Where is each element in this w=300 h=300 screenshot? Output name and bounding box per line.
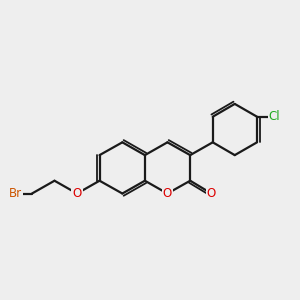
Text: Cl: Cl	[268, 110, 280, 123]
Text: O: O	[72, 187, 82, 200]
Text: Br: Br	[9, 187, 22, 200]
Text: O: O	[207, 187, 216, 200]
Text: O: O	[163, 187, 172, 200]
